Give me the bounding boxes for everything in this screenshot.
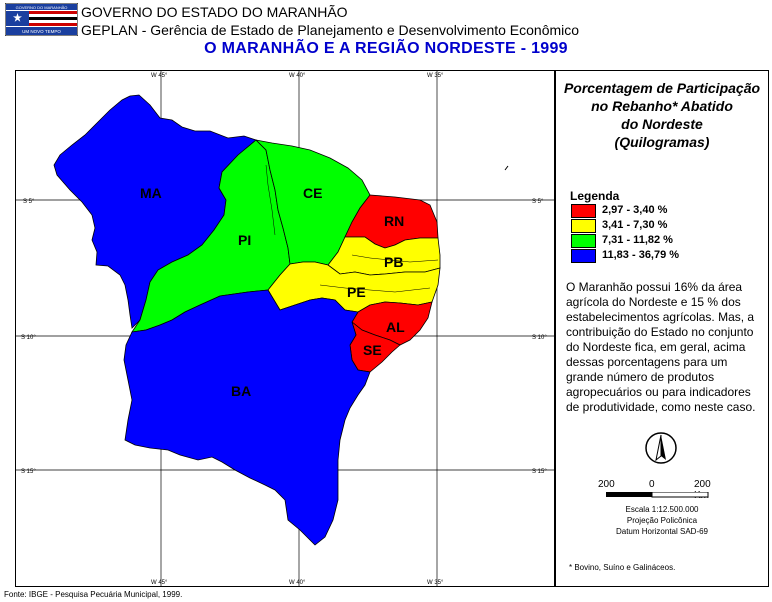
legend-label: 3,41 - 7,30 % [602,219,668,231]
legend-label: 11,83 - 36,79 % [602,249,680,261]
state-ma [53,94,257,329]
panel-title: Porcentagem de Participação no Rebanho* … [556,79,768,151]
coord-left-s5: S 5° [23,199,35,205]
coord-right-s10: S 10° [532,335,547,341]
legend-panel: Porcentagem de Participação no Rebanho* … [556,71,768,586]
internal-boundaries [265,164,439,293]
legend-swatch-red [571,204,596,218]
legend-swatch-yellow [571,219,596,233]
maranhao-flag-logo: GOVERNO DO MARANHÃO UM NOVO TEMPO [5,3,78,36]
panel-divider [554,70,556,587]
page-title: O MARANHÃO E A REGIÃO NORDESTE - 1999 [204,40,568,57]
panel-title-line-4: (Quilogramas) [614,134,710,150]
coord-top-w35: W 35° [427,73,444,79]
coord-right-s15: S 15° [532,469,547,475]
label-ba: BA [231,383,251,399]
datum-text: Datum Horizontal SAD-69 [615,527,709,536]
scale-label-mid: 0 [649,479,655,490]
map-frame [15,70,769,587]
scale-text: Escala 1:12.500.000 [625,505,699,514]
northeast-map: MA PI CE RN PB PE AL SE BA W 45° W 40° W… [16,71,554,586]
legend-swatch-green [571,234,596,248]
coord-left-s15: S 15° [21,469,36,475]
label-ce: CE [303,185,322,201]
geplan-line: GEPLAN - Gerência de Estado de Planejame… [81,22,580,38]
panel-title-line-2: no Rebanho* Abatido [591,98,733,114]
legend-title: Legenda [570,189,620,203]
legend-label: 7,31 - 11,82 % [602,234,673,246]
scale-graphic [606,492,709,498]
legend-label: 2,97 - 3,40 % [602,204,668,216]
coord-left-s10: S 10° [21,335,36,341]
coord-bottom-w40: W 40° [289,580,306,586]
description-text: O Maranhão possui 16% da área agrícola d… [566,280,756,414]
label-se: SE [363,342,382,358]
small-island-mark [504,165,509,171]
label-rn: RN [384,213,404,229]
legend-swatch-blue [571,249,596,263]
label-pi: PI [238,232,251,248]
footnote: * Bovino, Suíno e Galináceos. [569,563,676,572]
panel-title-line-1: Porcentagem de Participação [563,80,761,96]
panel-title-line-3: do Nordeste [621,116,703,132]
scale-label-left: 200 [598,479,615,490]
label-ma: MA [140,185,162,201]
label-al: AL [386,319,405,335]
logo-bottom-text: UM NOVO TEMPO [22,29,61,34]
state-ba [123,289,371,546]
label-pb: PB [384,254,403,270]
source-note: Fonte: IBGE - Pesquisa Pecuária Municipa… [4,590,183,599]
north-arrow-icon: N [645,432,677,464]
coord-bottom-w35: W 35° [427,580,444,586]
coord-top-w40: W 40° [289,73,306,79]
projection-text: Projeção Policônica [626,516,698,525]
coord-bottom-w45: W 45° [151,580,168,586]
label-pe: PE [347,284,366,300]
logo-top-text: GOVERNO DO MARANHÃO [16,5,68,10]
coord-right-s5: S 5° [532,199,544,205]
coord-top-w45: W 45° [151,73,168,79]
government-line: GOVERNO DO ESTADO DO MARANHÃO [81,4,348,20]
